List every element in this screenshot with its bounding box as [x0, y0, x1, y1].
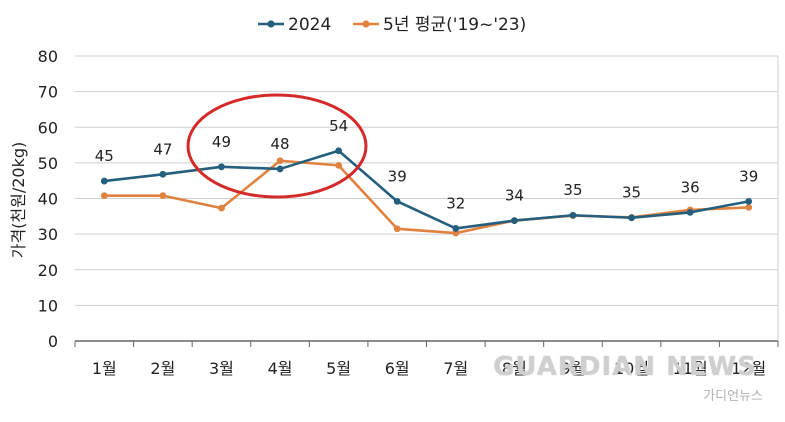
data-point	[159, 170, 167, 178]
y-tick-label: 50	[38, 154, 58, 173]
data-point	[745, 197, 753, 205]
data-label: 39	[388, 167, 407, 185]
data-label: 35	[563, 181, 582, 199]
y-axis-ticks: 0 10 20 30 40 50 60 70 80	[38, 47, 58, 351]
highlight-ellipse	[186, 93, 368, 199]
data-point	[218, 163, 225, 171]
data-point	[452, 225, 460, 232]
watermark-subtext: 가디언뉴스	[703, 389, 763, 404]
y-tick-label: 10	[38, 296, 58, 315]
x-tick-label: 12월	[731, 359, 766, 378]
data-point	[276, 157, 284, 165]
y-tick-label: 70	[38, 83, 58, 102]
x-tick-label: 10월	[614, 359, 649, 378]
data-label: 49	[212, 133, 231, 151]
data-point	[335, 161, 343, 169]
data-point	[159, 192, 167, 200]
series-line	[104, 149, 749, 230]
data-point	[569, 211, 577, 219]
y-tick-label: 30	[38, 225, 58, 244]
data-point	[393, 225, 401, 233]
x-tick-label: 9월	[561, 359, 586, 378]
legend-label: 2024	[288, 15, 331, 35]
legend-label: 5년 평균('19~'23)	[383, 15, 526, 35]
data-label: 54	[329, 117, 348, 135]
data-labels: 45 47 49 48 54 39 32 34 35 35 36 39	[95, 117, 759, 213]
y-tick-label: 20	[38, 261, 58, 280]
data-point	[276, 165, 284, 173]
data-label: 48	[270, 135, 289, 153]
x-tick-label: 6월	[385, 359, 410, 378]
data-point	[510, 217, 518, 224]
data-label: 36	[681, 178, 700, 196]
data-point	[100, 177, 108, 185]
data-point	[745, 204, 753, 211]
x-tick-label: 5월	[326, 359, 351, 378]
data-point	[218, 204, 225, 212]
y-axis-title: 가격(천원/20kg)	[9, 142, 28, 259]
x-tick-label: 2월	[150, 359, 175, 378]
data-label: 35	[622, 184, 641, 202]
data-label: 45	[95, 147, 114, 165]
watermark-logo: GUARDIAN NEWS	[493, 352, 757, 382]
data-label: 47	[153, 140, 172, 158]
y-tick-label: 60	[38, 118, 58, 137]
y-tick-label: 0	[48, 332, 58, 351]
data-point	[686, 208, 694, 216]
x-tick-label: 11월	[673, 359, 708, 378]
x-tick-label: 1월	[92, 359, 117, 378]
data-label: 39	[739, 167, 758, 185]
y-tick-label: 80	[38, 47, 58, 66]
x-tick-label: 7월	[443, 359, 468, 378]
y-tick-label: 40	[38, 190, 58, 209]
legend-swatch-marker	[267, 20, 275, 28]
x-axis-ticks: 1월 2월 3월 4월 5월 6월 7월 8월 9월 10월 11월 12월	[74, 341, 779, 378]
legend: 2024 5년 평균('19~'23)	[258, 15, 526, 35]
series-layer	[100, 147, 753, 237]
x-tick-label: 8월	[502, 359, 527, 378]
data-point	[335, 147, 343, 155]
data-point	[393, 197, 401, 205]
x-tick-label: 3월	[209, 359, 234, 378]
data-point	[100, 192, 108, 200]
legend-swatch-marker	[362, 20, 370, 28]
data-label: 32	[446, 194, 465, 212]
data-label: 34	[505, 187, 524, 205]
x-tick-label: 4월	[268, 359, 293, 378]
data-point	[628, 214, 635, 222]
